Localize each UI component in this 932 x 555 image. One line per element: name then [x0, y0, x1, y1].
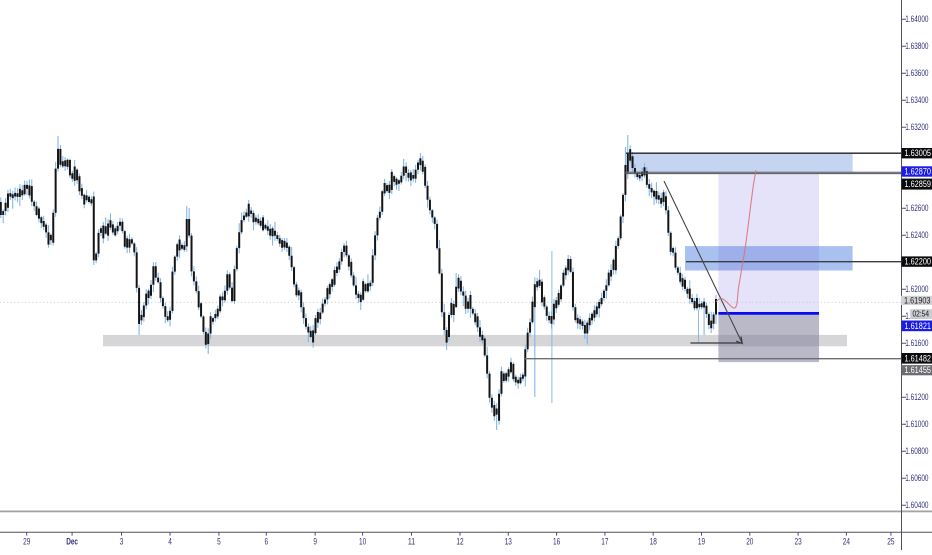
svg-text:23: 23 [795, 536, 802, 546]
svg-text:9: 9 [313, 536, 317, 546]
svg-text:1.62400: 1.62400 [905, 230, 928, 240]
svg-text:16: 16 [553, 536, 560, 546]
svg-text:Dec: Dec [66, 536, 78, 546]
svg-text:1.63400: 1.63400 [905, 95, 928, 105]
svg-text:20: 20 [746, 536, 753, 546]
svg-text:1.61903: 1.61903 [904, 295, 931, 305]
svg-text:1.63005: 1.63005 [905, 148, 932, 158]
svg-text:1.61200: 1.61200 [905, 392, 928, 402]
svg-text:1.60600: 1.60600 [905, 473, 928, 483]
svg-text:1.63200: 1.63200 [905, 122, 928, 132]
svg-text:1.62600: 1.62600 [905, 203, 928, 213]
svg-text:1.63600: 1.63600 [905, 68, 928, 78]
svg-text:24: 24 [843, 536, 850, 546]
svg-text:11: 11 [408, 536, 415, 546]
svg-text:1.63800: 1.63800 [905, 41, 928, 51]
svg-text:13: 13 [505, 536, 512, 546]
svg-text:1.60400: 1.60400 [905, 500, 928, 510]
svg-text:10: 10 [359, 536, 366, 546]
svg-text:1.64000: 1.64000 [905, 14, 928, 24]
svg-text:1.61000: 1.61000 [905, 419, 928, 429]
svg-text:12: 12 [456, 536, 463, 546]
svg-text:19: 19 [698, 536, 705, 546]
svg-text:1.61600: 1.61600 [905, 338, 928, 348]
svg-text:29: 29 [23, 536, 30, 546]
svg-text:17: 17 [601, 536, 608, 546]
svg-text:1.62000: 1.62000 [905, 284, 928, 294]
svg-text:3: 3 [120, 536, 124, 546]
svg-text:25: 25 [887, 536, 894, 546]
svg-text:1.61821: 1.61821 [905, 321, 932, 331]
svg-text:18: 18 [650, 536, 657, 546]
svg-text:4: 4 [168, 536, 172, 546]
svg-text:1.61455: 1.61455 [905, 365, 932, 375]
svg-text:1.62859: 1.62859 [905, 179, 932, 189]
svg-text:1.61482: 1.61482 [905, 353, 932, 363]
svg-text:1.62200: 1.62200 [905, 257, 932, 267]
svg-text:5: 5 [217, 536, 221, 546]
svg-text:1.60800: 1.60800 [905, 446, 928, 456]
svg-text:6: 6 [265, 536, 269, 546]
svg-text:02:54: 02:54 [913, 310, 930, 319]
svg-text:1.62870: 1.62870 [905, 167, 932, 177]
